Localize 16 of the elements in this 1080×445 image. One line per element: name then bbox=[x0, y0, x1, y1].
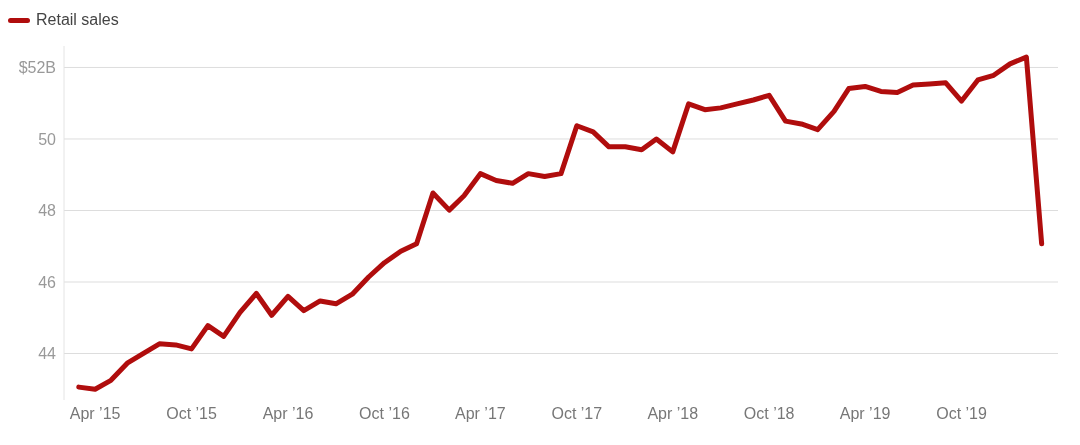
x-tick-label: Apr ’19 bbox=[839, 405, 891, 423]
y-tick-label: 50 bbox=[38, 130, 57, 148]
y-tick-label: 48 bbox=[38, 202, 57, 220]
x-tick-label: Apr ’18 bbox=[647, 405, 699, 423]
x-tick-label: Oct ’15 bbox=[166, 405, 217, 423]
x-tick-label: Oct ’19 bbox=[936, 405, 987, 423]
x-tick-label: Apr ’15 bbox=[69, 405, 121, 423]
x-tick-label: Apr ’17 bbox=[455, 405, 506, 423]
x-tick-label: Apr ’16 bbox=[262, 405, 314, 423]
legend-label: Retail sales bbox=[36, 11, 119, 29]
x-tick-label: Oct ’16 bbox=[359, 405, 410, 423]
x-tick-label: Oct ’18 bbox=[743, 405, 795, 423]
y-tick-label: $52B bbox=[18, 59, 56, 77]
x-tick-label: Oct ’17 bbox=[551, 405, 603, 423]
y-tick-label: 44 bbox=[38, 345, 57, 363]
y-tick-label: 46 bbox=[38, 273, 57, 291]
